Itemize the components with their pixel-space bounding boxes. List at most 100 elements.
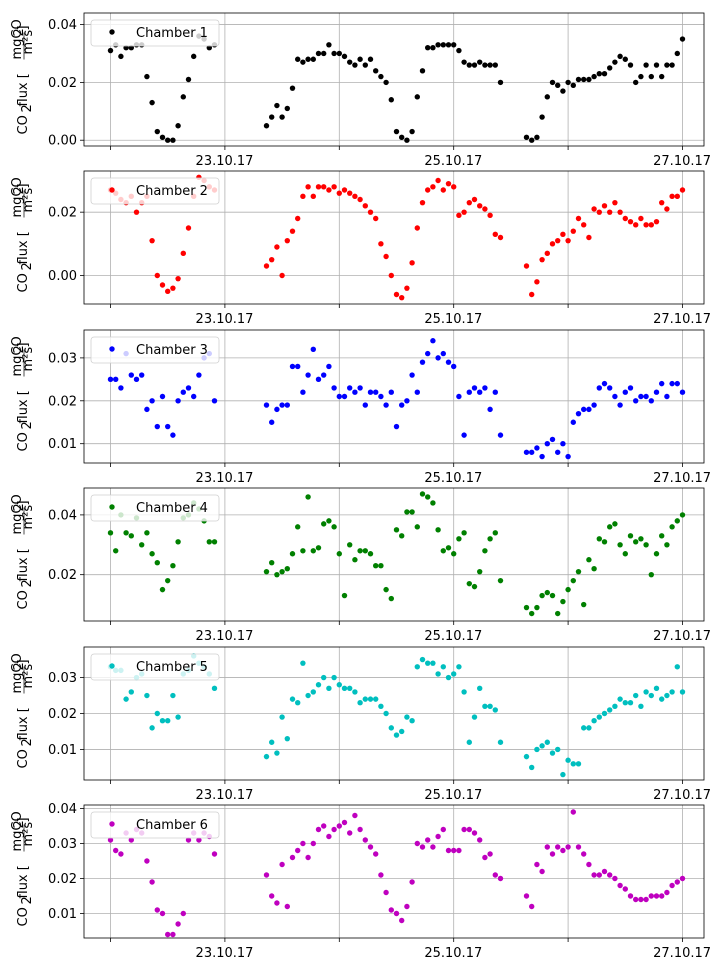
legend-marker [109, 187, 115, 193]
data-point [347, 685, 353, 692]
data-point [144, 692, 150, 699]
data-point [549, 436, 556, 443]
data-point [627, 62, 634, 68]
data-point [601, 710, 608, 717]
y-axis-label-sub: 2 [20, 738, 35, 746]
data-point [638, 896, 644, 903]
y-tick-label: 0.00 [48, 269, 77, 284]
data-point [139, 372, 145, 378]
y-axis-label-fraction-num-sub: 2 [12, 186, 27, 194]
data-point [669, 882, 675, 889]
data-point [633, 79, 639, 86]
legend-marker [109, 663, 115, 669]
data-point [331, 524, 337, 530]
data-point [674, 518, 680, 524]
data-point [471, 830, 478, 836]
data-point [321, 50, 327, 57]
data-point [378, 872, 384, 878]
data-point [357, 700, 363, 706]
data-point [445, 42, 452, 48]
y-axis-label-text: ] [16, 500, 31, 505]
data-point [534, 134, 540, 141]
y-axis-label-fraction-num: mgCO [10, 19, 25, 59]
data-point [544, 440, 550, 447]
legend: Chamber 2 [90, 177, 220, 205]
data-point [425, 660, 431, 666]
data-point [321, 372, 327, 378]
data-point [549, 79, 556, 86]
data-point [487, 851, 493, 857]
data-point [601, 868, 608, 875]
data-point [159, 910, 166, 917]
data-point [581, 601, 587, 608]
data-point [107, 530, 114, 536]
x-tick-label: 23.10.17 [196, 788, 254, 803]
data-point [211, 398, 218, 404]
data-point [263, 753, 270, 760]
data-point [305, 184, 311, 190]
data-point [414, 664, 420, 670]
data-point [497, 234, 504, 241]
data-point [659, 893, 665, 899]
legend: Chamber 1 [90, 19, 220, 47]
data-point [497, 875, 504, 882]
y-axis-label-sub: 2 [20, 896, 35, 904]
data-point [596, 209, 602, 215]
data-point [612, 521, 618, 527]
data-point [196, 837, 202, 843]
data-point [170, 137, 176, 143]
y-tick-label: 0.02 [48, 394, 77, 409]
data-point [326, 685, 332, 692]
y-tick-label: 0.04 [48, 508, 77, 523]
data-point [544, 94, 550, 100]
data-point [180, 250, 186, 257]
data-point [149, 879, 155, 885]
data-point [430, 184, 436, 190]
data-point [534, 445, 540, 451]
data-point [274, 244, 280, 250]
data-point [165, 577, 171, 584]
y-axis-label-fraction-num: mgCO [10, 653, 25, 693]
data-point [404, 285, 410, 291]
data-point [539, 114, 545, 120]
legend-box [90, 494, 220, 522]
data-point [331, 385, 337, 391]
axes-frame [83, 12, 705, 147]
data-point [321, 674, 327, 681]
data-point [627, 893, 634, 899]
y-tick-label: 0.03 [48, 837, 77, 852]
data-point [539, 868, 545, 875]
axes-frame [83, 170, 705, 305]
data-point [336, 393, 342, 400]
data-point [175, 398, 181, 404]
data-point [529, 764, 535, 771]
data-point [570, 809, 576, 815]
data-point [607, 209, 613, 215]
data-point [440, 826, 446, 833]
data-point [269, 419, 275, 425]
data-point [601, 380, 608, 387]
data-point [679, 875, 686, 882]
data-point [154, 423, 160, 430]
data-point [399, 917, 405, 924]
data-point [581, 725, 587, 731]
data-point [596, 872, 602, 878]
data-point [128, 372, 134, 378]
data-point [331, 826, 337, 833]
y-axis-label-text: flux [ [16, 73, 31, 106]
data-point [601, 539, 608, 545]
data-point [607, 524, 613, 530]
data-point [300, 840, 306, 847]
data-point [607, 872, 613, 878]
data-point [487, 62, 493, 68]
data-point [612, 393, 618, 400]
data-point [393, 128, 400, 135]
data-point [383, 710, 389, 717]
data-point [596, 71, 602, 77]
y-tick-label: 0.01 [48, 907, 77, 922]
data-point [331, 184, 337, 190]
x-tick-label: 25.10.17 [424, 946, 482, 961]
data-point [497, 432, 504, 438]
